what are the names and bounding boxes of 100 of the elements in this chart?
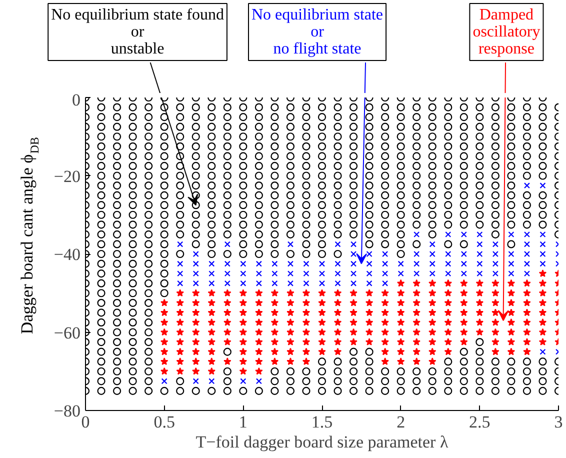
point [239,358,248,365]
point [366,270,372,277]
point [350,298,358,306]
point [144,377,153,386]
point [302,132,310,141]
y-tick-label: 0 [72,90,80,110]
point [524,241,530,248]
point [491,201,500,210]
y-tick-label: −60 [54,323,81,342]
point [476,210,484,219]
point [223,122,232,131]
point [286,289,294,297]
point [223,152,232,160]
point [176,367,184,375]
point [192,162,200,170]
point [270,122,279,131]
point [428,328,436,336]
point [349,377,358,386]
point [540,241,546,248]
point [302,367,310,376]
point [365,210,374,219]
point [412,240,421,248]
point [160,220,168,229]
point [334,152,342,160]
point [444,240,452,248]
point [254,230,263,238]
point [460,162,468,170]
point [444,318,452,326]
point [507,201,516,210]
point [460,103,468,112]
point [144,240,153,248]
point [365,162,374,170]
point [208,348,216,356]
point [412,103,421,112]
point [334,191,342,200]
point [396,358,405,365]
point [381,132,390,141]
point [97,348,106,356]
point [365,298,374,306]
point [507,338,516,346]
point [160,270,168,278]
point [239,250,248,258]
point [366,260,372,267]
point [334,338,342,346]
point [208,162,216,170]
point [224,260,230,267]
point [396,328,405,336]
point [396,210,405,219]
point [192,378,199,384]
point [302,122,310,131]
point [160,172,168,180]
point [112,201,122,210]
point [255,338,263,346]
point [97,201,106,210]
point [286,220,295,229]
point [538,298,547,306]
point [302,348,310,356]
point [334,270,341,277]
point [224,338,232,346]
point [318,230,326,238]
point [208,201,216,210]
point [318,113,326,122]
point [507,103,516,112]
point [334,162,342,170]
point [349,103,358,112]
point [208,250,216,258]
point [381,181,390,190]
point [318,289,326,297]
point [208,113,216,122]
point [224,308,232,316]
point [334,210,342,219]
point [303,260,310,267]
point [318,260,326,267]
point [302,328,310,336]
point [396,308,405,316]
point [412,113,421,122]
point [223,132,232,141]
point [286,250,295,258]
point [240,270,246,277]
point [192,367,200,375]
point [176,122,184,131]
point [208,260,215,267]
point [128,162,137,170]
point [176,191,184,200]
point [381,328,389,336]
point [492,328,500,336]
point [128,172,137,180]
point [318,122,326,131]
point [286,367,295,376]
point [382,270,388,277]
point [381,308,389,316]
point [303,270,310,277]
point [160,260,168,268]
point [286,132,295,141]
point [302,172,310,180]
point [128,230,137,238]
text: No equilibrium state or no flight state [252,6,384,58]
point [460,279,468,287]
point [349,348,358,356]
point [522,162,532,170]
